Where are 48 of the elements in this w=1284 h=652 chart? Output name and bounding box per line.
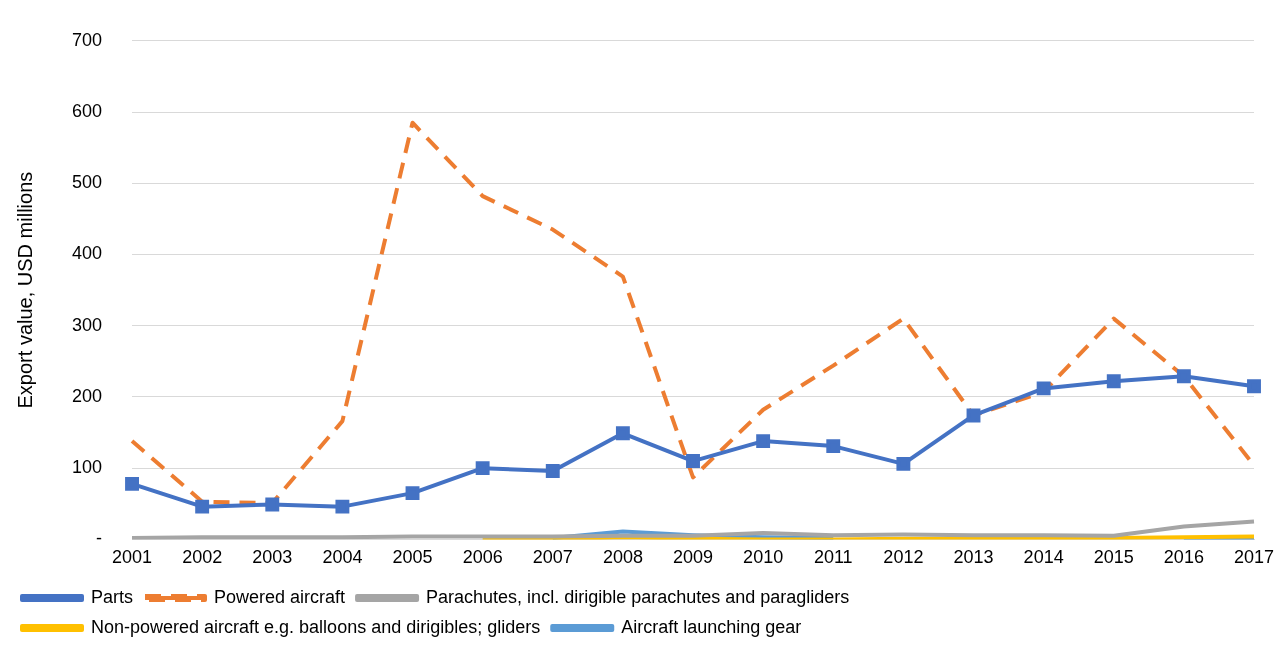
x-tick-label: 2007 xyxy=(532,547,573,568)
x-tick-label: 2014 xyxy=(1023,547,1064,568)
point xyxy=(1176,369,1191,384)
x-tick-label: 2017 xyxy=(1233,547,1275,568)
point xyxy=(1106,374,1121,389)
legend-label: Parachutes, incl. dirigible parachutes and paragliders xyxy=(426,586,850,607)
x-tick-label: 2009 xyxy=(672,547,714,568)
x-tick-label: 2008 xyxy=(602,547,643,568)
point xyxy=(195,499,210,514)
point xyxy=(475,461,490,476)
point xyxy=(686,454,700,468)
x-tick-label: 2011 xyxy=(813,547,853,568)
point xyxy=(615,426,630,441)
point xyxy=(1036,381,1051,396)
y-tick-label: 500 xyxy=(71,172,103,193)
point xyxy=(405,486,420,501)
y-tick-label: - xyxy=(96,528,103,549)
x-tick-label: 2001 xyxy=(112,547,153,568)
y-tick-label: 600 xyxy=(71,101,103,121)
y-tick-label: 200 xyxy=(71,385,103,406)
point xyxy=(125,476,139,491)
point xyxy=(545,464,560,478)
y-tick-label: 400 xyxy=(71,243,103,264)
x-tick-label: 2015 xyxy=(1093,547,1134,568)
legend-label: Non-powered aircraft e.g. balloons and dirigibles; gliders xyxy=(91,616,541,637)
x-tick-label: 2010 xyxy=(743,547,784,568)
y-tick-label: 100 xyxy=(71,457,103,478)
y-tick-label: 300 xyxy=(71,314,103,335)
point xyxy=(335,499,350,514)
legend-label: Parts xyxy=(91,586,134,607)
y-axis-title: Export value, USD millions xyxy=(13,171,36,409)
point xyxy=(896,456,911,471)
x-tick-label: 2003 xyxy=(252,547,293,568)
y-tick-label: 700 xyxy=(71,29,103,50)
x-tick-label: 2002 xyxy=(182,547,223,568)
x-tick-label: 2005 xyxy=(392,547,433,568)
x-tick-label: 2006 xyxy=(462,547,503,568)
x-tick-label: 2016 xyxy=(1163,547,1204,568)
x-tick-label: 2004 xyxy=(322,547,363,568)
point xyxy=(265,497,280,512)
legend-label: Aircraft launching gear xyxy=(621,616,802,637)
point xyxy=(826,439,841,454)
point xyxy=(756,434,771,449)
legend-label: Powered aircraft xyxy=(214,586,346,607)
point xyxy=(1247,379,1261,394)
point xyxy=(966,408,981,423)
x-tick-label: 2012 xyxy=(883,547,924,568)
x-tick-label: 2013 xyxy=(953,547,994,568)
